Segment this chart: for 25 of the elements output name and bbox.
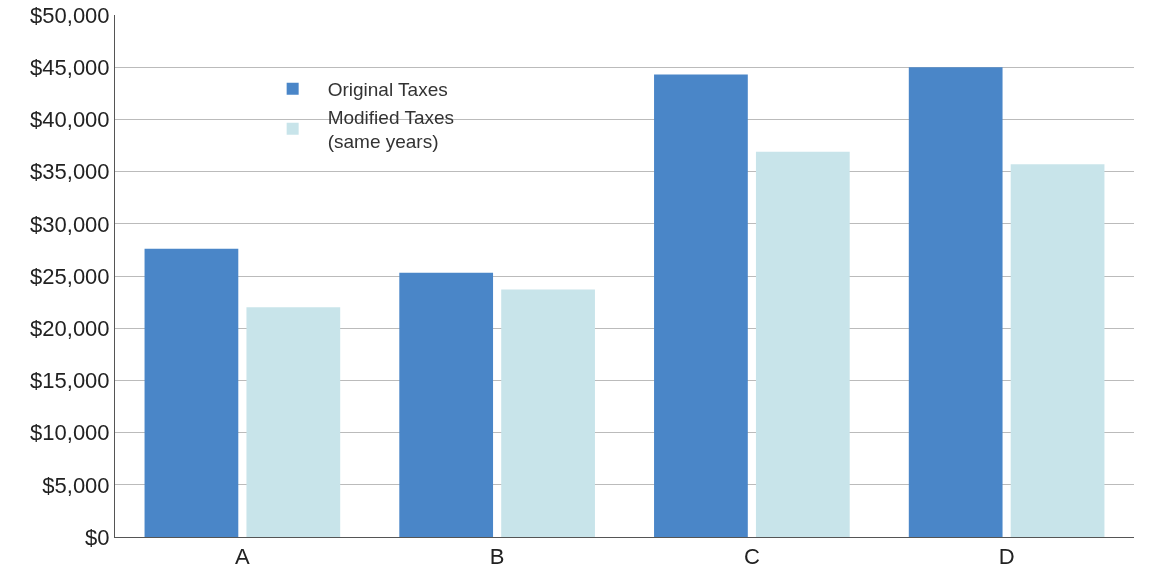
y-tick-label: $25,000: [30, 263, 110, 289]
legend-label: Original Taxes: [327, 79, 448, 101]
x-tick-label: B: [489, 544, 505, 570]
bar: [908, 67, 1003, 537]
y-tick-label: $15,000: [30, 368, 110, 394]
bar: [1010, 164, 1105, 537]
y-tick-label: $50,000: [30, 2, 110, 28]
y-tick-label: $35,000: [30, 159, 110, 185]
bar: [399, 272, 494, 537]
y-tick-label: $20,000: [30, 315, 110, 341]
x-tick-label: A: [235, 544, 251, 570]
bar: [501, 289, 595, 537]
y-tick-label: $10,000: [30, 420, 110, 446]
y-tick-label: $5,000: [42, 472, 110, 498]
bar: [246, 307, 341, 537]
bar: [755, 151, 850, 537]
bar: [654, 74, 748, 537]
y-tick-label: $40,000: [30, 107, 110, 133]
y-tick-label: $45,000: [30, 54, 110, 80]
x-tick-label: D: [998, 544, 1015, 570]
y-tick-label: $0: [85, 524, 110, 550]
y-tick-label: $30,000: [30, 211, 110, 237]
bar: [144, 248, 239, 537]
x-tick-label: C: [743, 544, 760, 570]
legend-label: Modified Taxes (same years): [327, 106, 455, 153]
